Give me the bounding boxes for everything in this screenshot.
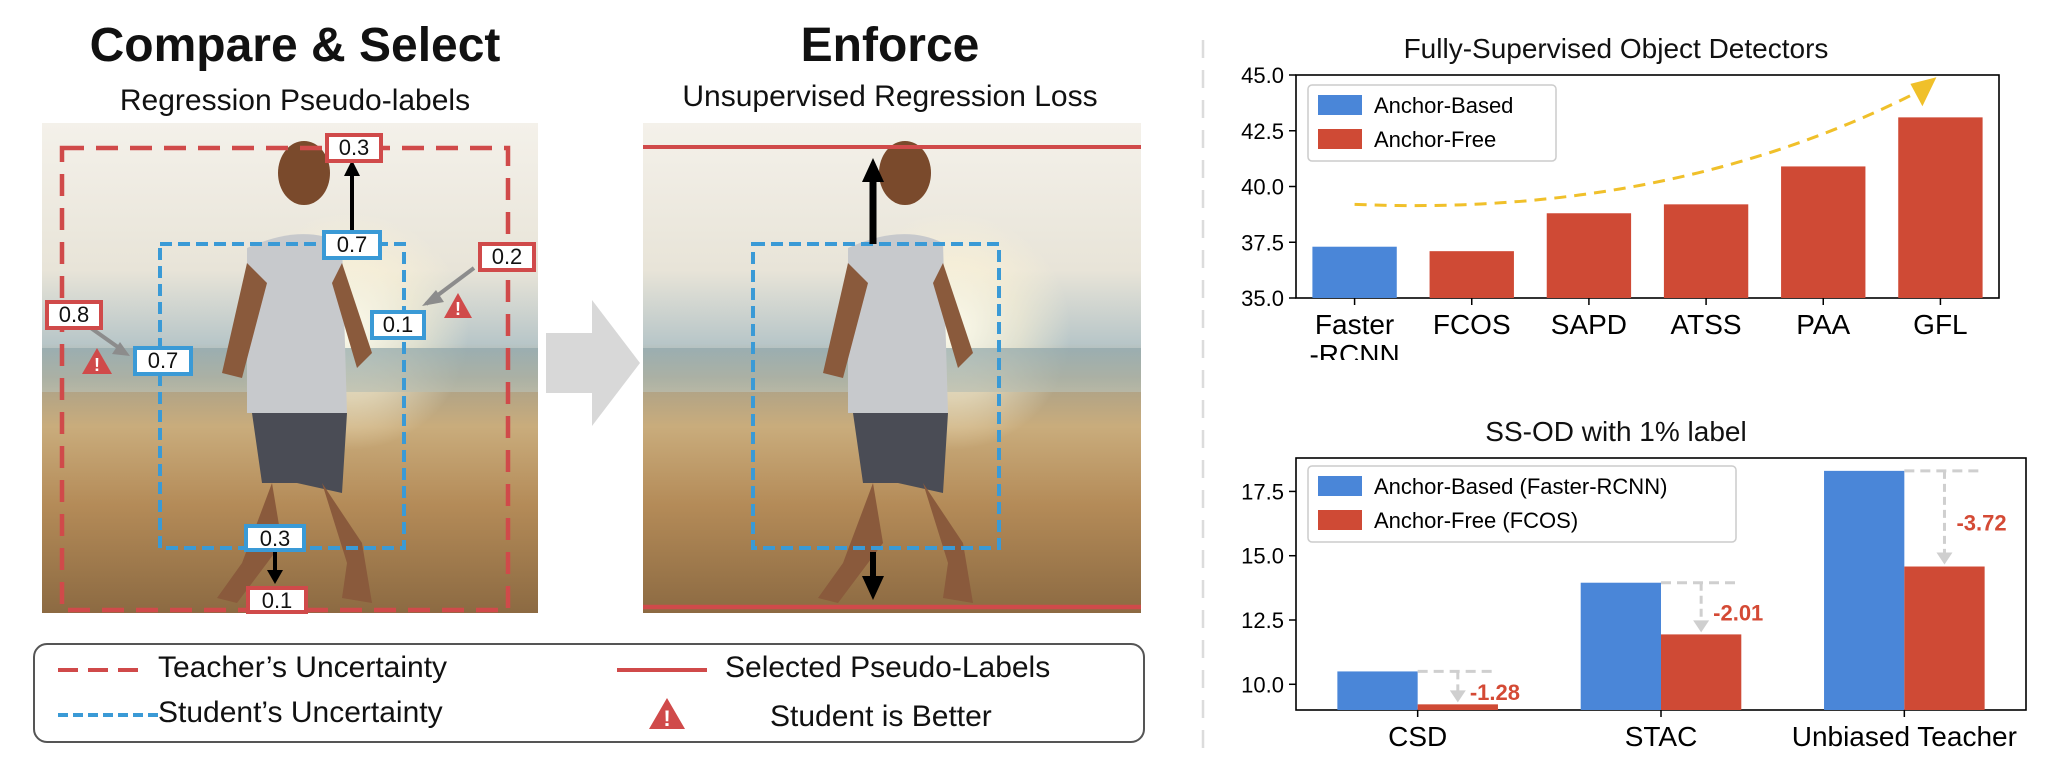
chart2-legend-frame [1307, 465, 1737, 543]
chart2-ytick-label: 10.0 [1241, 672, 1284, 697]
warning-icon-mark: ! [455, 299, 461, 319]
arrow-right-icon [546, 300, 640, 426]
chart1-fully-supervised: 35.0 37.5 40.0 42.5 45.0 mAP Faster-RCNN FCOS SA… [1240, 63, 2000, 360]
chart2-bar-anchor-based [1580, 582, 1661, 710]
teacher-label-top: 0.3 [325, 133, 383, 163]
chart1-xtick-label: SAPD [1551, 309, 1627, 340]
chart2-title: SS-OD with 1% label [1485, 416, 1747, 447]
chart2-ytick-label: 15.0 [1241, 544, 1284, 569]
chart2-xtick-label: Unbiased Teacher [1792, 721, 2017, 752]
chart1-xtick-label: ATSS [1671, 309, 1742, 340]
student-label-top: 0.7 [322, 230, 382, 260]
chart1-xtick-label: -RCNN [1309, 339, 1399, 360]
chart1-ytick-label: 35.0 [1241, 286, 1284, 311]
chart2-ytick-label: 12.5 [1241, 608, 1284, 633]
chart1-ytick-label: 42.5 [1241, 119, 1284, 144]
chart2-legend-label: Anchor-Free (FCOS) [1374, 508, 1578, 533]
chart2-diff-label: -3.72 [1956, 511, 2006, 536]
chart1-bar [1312, 246, 1397, 298]
chart1-trend-arrowhead [1910, 77, 1937, 107]
chart2-diff-arrowhead [1693, 620, 1710, 633]
chart1-legend-label: Anchor-Free [1374, 127, 1496, 152]
chart2-legend-label: Anchor-Based (Faster-RCNN) [1374, 474, 1667, 499]
warning-icon-mark: ! [663, 706, 670, 731]
chart2-ytick-label: 17.5 [1241, 479, 1284, 504]
chart1-ytick-label: 37.5 [1241, 230, 1284, 255]
chart2-xtick-label: STAC [1625, 721, 1698, 752]
warning-icon [82, 348, 112, 374]
compare-select-title: Compare & Select [89, 19, 501, 72]
chart2-diff-label: -1.28 [1470, 680, 1520, 705]
panel-divider [1201, 40, 1205, 758]
teacher-label-bottom: 0.1 [246, 586, 308, 614]
runner-figure [818, 141, 973, 603]
legend-selected-label: Selected Pseudo-Labels [725, 651, 1051, 684]
legend-swatches: ! [58, 668, 707, 731]
chart1-ytick-label: 40.0 [1241, 175, 1284, 200]
student-uncertainty-box-right [751, 242, 1001, 550]
student-label-left: 0.7 [133, 346, 193, 376]
chart2-bar-anchor-based [1337, 671, 1418, 710]
teacher-label-right: 0.2 [478, 242, 536, 272]
chart1-bar [1429, 251, 1514, 298]
chart2-diff-arrowhead [1936, 552, 1953, 565]
chart1-xtick-label: FCOS [1433, 309, 1511, 340]
teacher-label-left: 0.8 [45, 300, 103, 330]
chart2-diff-arrowhead [1449, 690, 1466, 703]
chart2-diff-label: -2.01 [1713, 601, 1763, 626]
middle-boxes-overlay [643, 145, 1141, 610]
legend-student-label: Student’s Uncertainty [158, 696, 443, 729]
chart1-trend-curve [1354, 89, 1922, 208]
student-label-right: 0.1 [370, 310, 426, 340]
chart1-bar [1781, 166, 1866, 298]
chart2-bar-anchor-free [1661, 634, 1742, 710]
chart1-ylabel: mAP [1240, 163, 1241, 211]
legend-box [33, 643, 1145, 743]
warning-icon [444, 293, 472, 318]
grey-arrow-left [86, 324, 124, 352]
chart2-bar-anchor-free [1417, 704, 1498, 710]
student-label-bottom: 0.3 [244, 524, 306, 552]
chart2-legend-swatch [1318, 510, 1362, 530]
warning-icon [649, 698, 685, 729]
chart1-ytick-label: 45.0 [1241, 63, 1284, 88]
chart1-bar [1898, 117, 1983, 299]
chart1-legend-frame [1307, 84, 1557, 162]
legend-teacher-label: Teacher’s Uncertainty [158, 651, 448, 684]
chart1-bar [1663, 204, 1749, 298]
compare-select-subtitle: Regression Pseudo-labels [119, 84, 471, 117]
chart1-title: Fully-Supervised Object Detectors [1403, 33, 1829, 64]
chart1-xtick-label: GFL [1913, 309, 1967, 340]
chart1-legend-swatch [1318, 95, 1362, 115]
warning-icon-mark: ! [94, 355, 100, 375]
chart2-ylabel: mAP [1240, 560, 1241, 608]
chart2-bar-anchor-free [1904, 566, 1985, 710]
enforce-title: Enforce [800, 19, 980, 72]
chart2-xtick-label: CSD [1388, 721, 1447, 752]
enforce-subtitle: Unsupervised Regression Loss [682, 80, 1098, 113]
chart2-legend-swatch [1318, 476, 1362, 496]
legend-better-label: Student is Better [770, 700, 992, 733]
chart2-bar-anchor-based [1824, 470, 1905, 710]
chart1-xtick-label: Faster [1315, 309, 1394, 340]
chart2-ssod: 10.0 12.5 15.0 17.5 mAP -1.28 CSD -2.01 STAC -3.7… [1240, 457, 2027, 752]
chart1-legend-label: Anchor-Based [1374, 93, 1513, 118]
chart1-xtick-label: PAA [1796, 309, 1850, 340]
chart1-legend-swatch [1318, 129, 1362, 149]
runner-photo-right [643, 123, 1141, 613]
student-uncertainty-box [158, 242, 406, 550]
chart1-bar [1546, 213, 1632, 298]
